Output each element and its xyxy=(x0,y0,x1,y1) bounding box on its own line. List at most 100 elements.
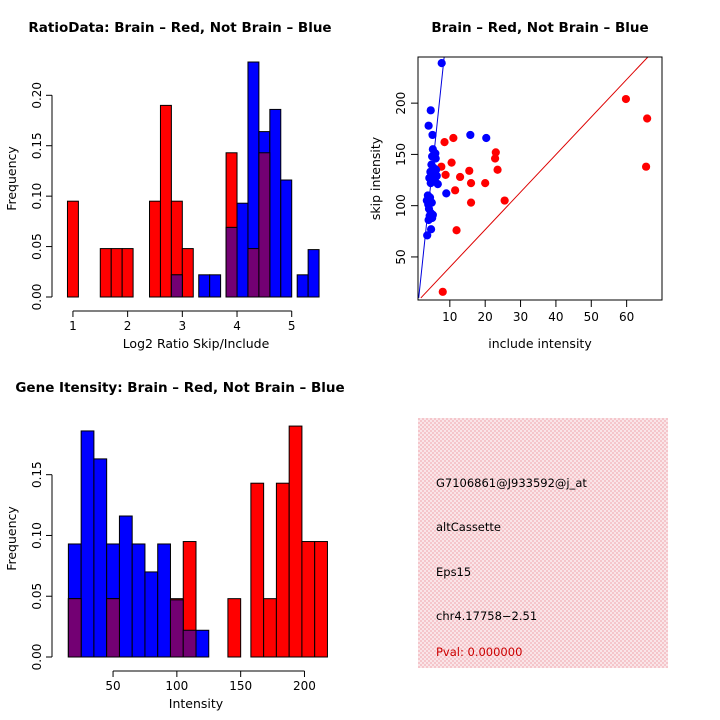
histogram-bar-red xyxy=(149,200,161,298)
x-axis-tick-label: 100 xyxy=(165,679,188,693)
panel-scatter-title: Brain – Red, Not Brain – Blue xyxy=(431,20,649,36)
y-axis-tick-label: 0.15 xyxy=(30,461,44,488)
y-axis-tick-label: 0.10 xyxy=(30,183,44,210)
ratio-plot-group: 0.00 0.05 0.10 0.15 0.20 1 2 3 4 5 Log2 Ratio Skip… xyxy=(4,61,320,351)
panel-ratio-title: RatioData: Brain – Red, Not Brain – Blue xyxy=(28,20,332,36)
x-axis-tick-label: 50 xyxy=(584,310,599,324)
y-axis-label: Frequency xyxy=(4,146,19,211)
scatter-point-red xyxy=(493,165,502,174)
x-axis-tick-label: 30 xyxy=(513,310,528,324)
scatter-point-red xyxy=(491,148,500,157)
y-axis-tick-label: 0.05 xyxy=(30,583,44,610)
histogram-bar-red xyxy=(110,248,123,298)
x-axis-tick-label: 2 xyxy=(124,319,132,333)
x-axis-label: Intensity xyxy=(169,696,224,711)
y-axis-tick-label: 0.00 xyxy=(30,644,44,671)
panel-gene-histogram: Gene Itensity: Brain – Red, Not Brain – … xyxy=(0,360,360,720)
histogram-bar-red xyxy=(159,104,172,298)
x-axis-tick-label: 5 xyxy=(288,319,296,333)
x-axis-tick-label: 50 xyxy=(105,679,120,693)
histogram-bar-overlap xyxy=(170,274,183,298)
histogram-bar-red xyxy=(227,598,242,658)
scatter-point-red xyxy=(447,158,456,167)
x-axis-label: Log2 Ratio Skip/Include xyxy=(123,336,270,351)
scatter-point-red xyxy=(451,186,460,195)
scatter-point-red xyxy=(441,170,450,180)
histogram-bar-red xyxy=(99,248,112,298)
y-axis-tick-label: 0.05 xyxy=(30,233,44,260)
histogram-bar-overlap xyxy=(106,598,120,658)
histogram-bar-blue xyxy=(93,458,108,658)
histogram-bar-blue xyxy=(144,571,159,658)
histogram-bar-blue xyxy=(118,515,133,658)
scatter-point-red xyxy=(452,226,461,235)
reference-line-red-diagonal xyxy=(420,57,649,299)
histogram-bar-red xyxy=(250,482,265,658)
histogram-bar-blue xyxy=(131,543,146,658)
histogram-bar-overlap xyxy=(182,629,197,658)
x-axis-tick-label: 200 xyxy=(293,679,316,693)
x-axis-label: include intensity xyxy=(488,336,592,351)
panel-ratio-histogram: RatioData: Brain – Red, Not Brain – Blue… xyxy=(0,0,360,360)
scatter-inner xyxy=(418,57,652,299)
histogram-bar-blue xyxy=(198,274,211,298)
histogram-bar-red xyxy=(181,248,194,298)
scatter-point-blue xyxy=(466,130,475,140)
scatter-point-blue xyxy=(426,225,436,234)
scatter-point-blue xyxy=(433,180,442,189)
scatter-point-red xyxy=(643,114,652,123)
scatter-point-blue xyxy=(426,179,435,188)
scatter-plot: 50 100 150 200 10 20 30 40 50 60 include intensity… xyxy=(368,56,663,351)
histogram-bar-red xyxy=(66,200,79,298)
panel-gene-title: Gene Itensity: Brain – Red, Not Brain – … xyxy=(15,380,345,396)
histogram-bar-blue xyxy=(296,274,309,298)
y-axis-tick-label: 200 xyxy=(394,92,408,115)
scatter-point-blue xyxy=(426,106,435,115)
scatter-point-red xyxy=(621,94,631,104)
histogram-bar-red xyxy=(288,425,303,658)
scatter-point-blue xyxy=(437,59,446,68)
info-gene-symbol: Eps15 xyxy=(436,565,472,579)
histogram-bar-red xyxy=(263,598,277,658)
scatter-point-blue xyxy=(424,121,433,130)
histogram-bar-blue xyxy=(157,543,171,658)
info-locus: chr4.17758−2.51 xyxy=(436,609,538,623)
histogram-bar-overlap xyxy=(247,248,260,298)
y-axis-label: Frequency xyxy=(4,506,19,571)
scatter-point-red xyxy=(641,162,651,171)
x-axis-tick-label: 1 xyxy=(69,319,77,333)
gene-plot-group: 0.00 0.05 0.10 0.15 50 100 150 200 Intensity Freq… xyxy=(4,425,328,711)
gene-histogram-plot: 0.00 0.05 0.10 0.15 50 100 150 200 Intensity Freq… xyxy=(4,425,328,711)
y-axis-label: skip intensity xyxy=(368,136,383,220)
info-box: G7106861@J933592@j_at altCassette Eps15 … xyxy=(418,418,668,668)
histogram-bar-red xyxy=(301,541,316,658)
scatter-point-red xyxy=(440,138,449,147)
panel-scatter-plot: Brain – Red, Not Brain – Blue 50 100 150 20… xyxy=(360,0,720,360)
scatter-point-red xyxy=(455,172,465,182)
scatter-point-red xyxy=(466,198,476,207)
x-axis-tick-label: 40 xyxy=(548,310,563,324)
ratio-histogram-plot: 0.00 0.05 0.10 0.15 0.20 1 2 3 4 5 Log2 Ratio Skip… xyxy=(4,61,320,351)
x-axis-tick-label: 4 xyxy=(233,319,241,333)
histogram-bar-blue xyxy=(307,249,320,298)
scatter-point-red xyxy=(465,166,474,175)
histogram-bar-red xyxy=(314,541,328,658)
histogram-bar-overlap xyxy=(225,226,238,298)
x-axis-tick-label: 150 xyxy=(229,679,252,693)
y-axis-tick-label: 100 xyxy=(394,194,408,217)
plot-frame xyxy=(417,56,663,301)
y-axis-tick-label: 0.10 xyxy=(30,522,44,549)
scatter-point-red xyxy=(490,154,500,163)
histogram-bar-overlap xyxy=(258,152,271,298)
info-probe-id: G7106861@J933592@j_at xyxy=(436,476,587,490)
x-axis-tick-label: 3 xyxy=(179,319,187,333)
scatter-point-blue xyxy=(423,231,432,240)
scatter-point-red xyxy=(481,179,490,188)
scatter-point-red xyxy=(466,179,476,188)
histogram-bar-blue xyxy=(195,629,210,658)
x-axis-tick-label: 60 xyxy=(619,310,634,324)
scatter-plot-group: 50 100 150 200 10 20 30 40 50 60 include intensity… xyxy=(368,56,663,351)
y-axis-tick-label: 0.20 xyxy=(30,82,44,109)
scatter-point-blue xyxy=(482,133,491,143)
